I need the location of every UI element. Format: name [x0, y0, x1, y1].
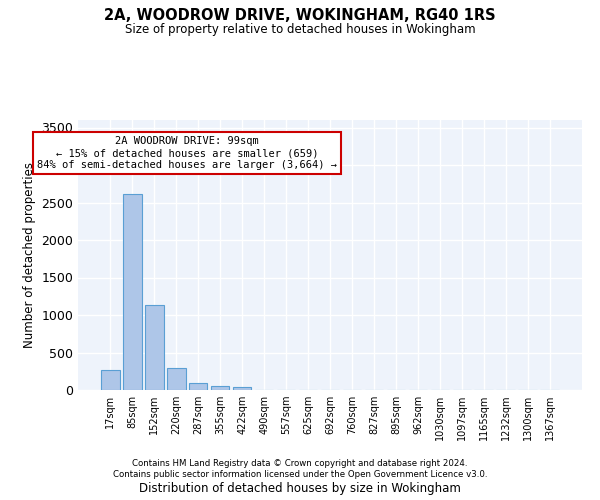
Text: Distribution of detached houses by size in Wokingham: Distribution of detached houses by size … — [139, 482, 461, 495]
Text: Size of property relative to detached houses in Wokingham: Size of property relative to detached ho… — [125, 22, 475, 36]
Bar — [167, 368, 185, 390]
Bar — [145, 305, 164, 390]
Bar — [211, 386, 229, 390]
Text: 2A WOODROW DRIVE: 99sqm
← 15% of detached houses are smaller (659)
84% of semi-d: 2A WOODROW DRIVE: 99sqm ← 15% of detache… — [37, 136, 337, 170]
Bar — [233, 388, 251, 390]
Bar — [123, 194, 142, 390]
Text: 2A, WOODROW DRIVE, WOKINGHAM, RG40 1RS: 2A, WOODROW DRIVE, WOKINGHAM, RG40 1RS — [104, 8, 496, 22]
Text: Contains public sector information licensed under the Open Government Licence v3: Contains public sector information licen… — [113, 470, 487, 479]
Text: Contains HM Land Registry data © Crown copyright and database right 2024.: Contains HM Land Registry data © Crown c… — [132, 458, 468, 468]
Bar — [189, 382, 208, 390]
Y-axis label: Number of detached properties: Number of detached properties — [23, 162, 36, 348]
Bar — [101, 370, 119, 390]
